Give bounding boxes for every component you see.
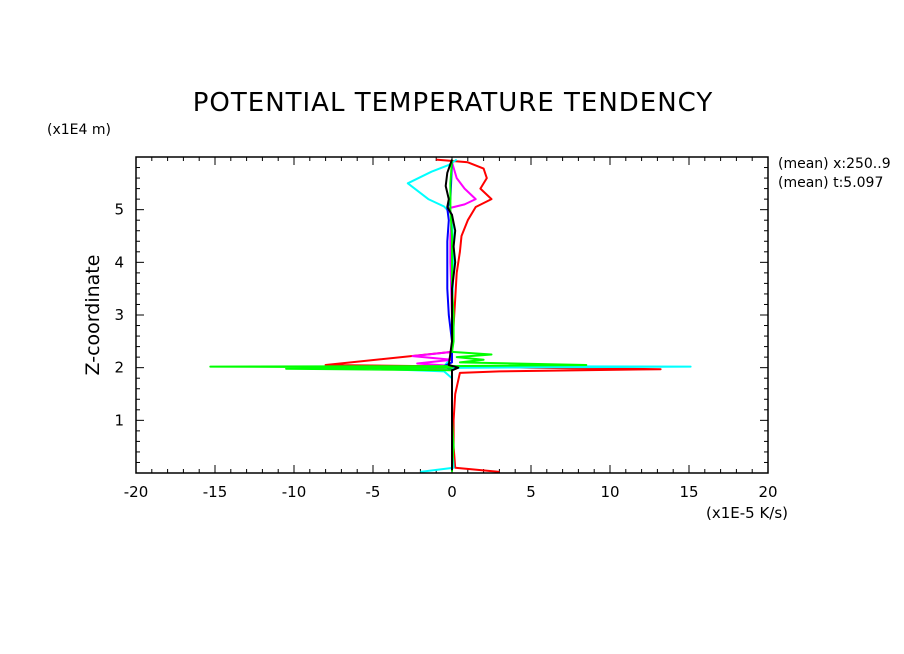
x-tick-label: 5 [526,483,536,501]
series-line-2 [372,158,692,473]
plot-series [209,158,692,473]
x-tick-label: -20 [124,483,149,501]
x-tick-labels: -20 -15 -10 -5 0 5 10 15 20 [124,483,778,501]
y-tick-label: 1 [114,411,124,429]
y-tick-label: 3 [114,306,124,324]
y-tick-label: 2 [114,359,124,377]
y-tick-labels: 1 2 3 4 5 [114,201,124,430]
series-line-6 [444,159,460,471]
x-tick-label: -5 [366,483,381,501]
x-tick-label: 15 [679,483,698,501]
y-tick-label: 5 [114,201,124,219]
x-tick-label: -15 [203,483,228,501]
x-tick-label: -10 [282,483,307,501]
y-axis-units: (x1E4 m) [47,122,111,138]
chart-title: POTENTIAL TEMPERATURE TENDENCY [193,88,714,118]
x-tick-label: 20 [758,483,777,501]
y-tick-label: 4 [114,253,124,271]
x-tick-label: 0 [447,483,457,501]
series-line-1 [324,158,662,473]
series-line-5 [209,159,588,472]
annotation-mean-x: (mean) x:250..9 [778,156,891,172]
x-tick-label: 10 [600,483,619,501]
plot-frame [135,156,769,474]
x-axis-label: (x1E-5 K/s) [706,504,788,522]
y-axis-label: Z-coordinate [82,255,104,376]
annotation-mean-t: (mean) t:5.097 [778,175,883,191]
series-line-3 [411,162,477,468]
